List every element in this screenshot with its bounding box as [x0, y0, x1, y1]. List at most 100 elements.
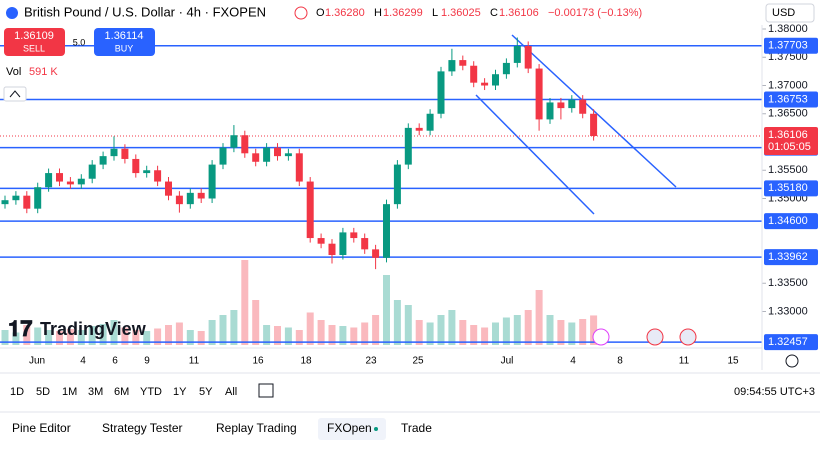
candle-body	[252, 153, 260, 162]
settings-icon[interactable]	[785, 354, 799, 368]
x-tick-label: 4	[570, 356, 576, 367]
volume-bar	[34, 327, 42, 345]
candle-body	[230, 135, 238, 148]
candle-body	[197, 192, 205, 199]
volume-bar	[121, 327, 129, 345]
volume-bar	[328, 325, 336, 345]
candle-body	[535, 68, 543, 120]
volume-bar	[143, 331, 151, 345]
level-label: 1.37703	[768, 40, 808, 52]
event-icon[interactable]	[592, 328, 610, 346]
range-button[interactable]: 6M	[114, 386, 129, 398]
candle-body	[121, 148, 129, 159]
candle-body	[263, 147, 271, 162]
level-tag	[764, 37, 818, 54]
volume-bar	[317, 320, 325, 345]
volume-bar	[437, 315, 445, 345]
candle-body	[132, 158, 140, 174]
candle-body	[328, 243, 336, 255]
ohlc-key: L	[432, 7, 438, 19]
candle-body	[393, 164, 401, 205]
range-button[interactable]: 1D	[10, 386, 24, 398]
calendar-icon[interactable]	[258, 383, 274, 398]
volume-bar	[339, 326, 347, 345]
x-tick-label: 23	[365, 356, 377, 367]
sell-label[interactable]: SELL	[23, 43, 45, 53]
range-button[interactable]: YTD	[140, 386, 162, 398]
y-tick-label: 1.33000	[768, 305, 808, 317]
sell-price[interactable]: 1.36109	[14, 30, 54, 42]
candle-body	[492, 74, 499, 86]
volume-bar	[470, 325, 478, 345]
candle-body	[88, 164, 96, 179]
currency[interactable]: USD	[772, 7, 795, 19]
active-tab	[318, 418, 386, 440]
y-tick-label: 1.33500	[768, 277, 808, 289]
volume-bar	[306, 312, 314, 345]
y-tick-label: 1.37500	[768, 51, 808, 63]
candle-body	[415, 127, 423, 131]
buy-label[interactable]: BUY	[115, 43, 134, 53]
volume-bar	[197, 331, 205, 345]
tab[interactable]: Strategy Tester	[102, 421, 182, 435]
volume-bar	[383, 275, 390, 345]
x-tick-label: 25	[412, 356, 424, 367]
watermark: TradingView	[40, 319, 147, 339]
candle-body	[459, 60, 467, 66]
collapse-button[interactable]	[3, 86, 27, 102]
candle-body	[404, 127, 412, 165]
ohlc-key: H	[374, 7, 382, 19]
volume-bar	[110, 320, 118, 345]
candle-body	[437, 71, 445, 114]
vol-value: 591 K	[29, 66, 58, 78]
range-button[interactable]: 1M	[62, 386, 77, 398]
symbol: British Pound / U.S. Dollar · 4h · FXOPE…	[24, 4, 266, 19]
tab[interactable]: Replay Trading	[216, 421, 297, 435]
volume-bar	[99, 324, 107, 345]
range-button[interactable]: 5D	[36, 386, 50, 398]
volume-bar	[557, 320, 565, 345]
plot: 1.380001.375001.370001.365001.355001.350…	[0, 23, 808, 345]
candle-body	[317, 238, 325, 244]
x-tick-label: Jul	[501, 356, 514, 367]
candle-body	[45, 173, 53, 188]
buy-price[interactable]: 1.36114	[105, 30, 144, 42]
event-icon[interactable]	[646, 328, 664, 346]
range-button[interactable]: 5Y	[199, 386, 213, 398]
volume-bar	[524, 310, 532, 345]
level-tag	[764, 91, 818, 108]
tab[interactable]: FXOpen	[327, 421, 372, 435]
collapse-icon	[9, 90, 21, 98]
ohlc-key: C	[490, 7, 498, 19]
range-button[interactable]: 1Y	[173, 386, 187, 398]
range-button[interactable]: 3M	[88, 386, 103, 398]
vol-label: Vol	[6, 66, 21, 78]
volume-bar	[546, 315, 554, 345]
buy-button[interactable]	[94, 28, 155, 56]
tab[interactable]: Pine Editor	[12, 421, 71, 435]
candle-body	[274, 147, 281, 157]
currency-button[interactable]	[765, 3, 815, 23]
volume-bar	[23, 325, 31, 345]
candle-body	[1, 200, 9, 205]
tab[interactable]: Trade	[401, 421, 432, 435]
volume-bar	[393, 300, 401, 345]
volume-bar	[241, 260, 249, 345]
sell-button[interactable]	[4, 28, 65, 56]
volume-bar	[590, 315, 598, 345]
candle-body	[241, 135, 249, 154]
candle-body	[350, 232, 358, 239]
volume-bar	[415, 320, 423, 345]
volume-bar	[219, 315, 227, 345]
candle-body	[56, 173, 63, 182]
volume-bar	[252, 300, 260, 345]
y-tick-label: 1.35500	[768, 164, 808, 176]
x-tick-label: 16	[252, 356, 264, 367]
range-button[interactable]: All	[225, 386, 237, 398]
candle-body	[426, 113, 434, 131]
level-tag	[764, 334, 818, 351]
event-icon[interactable]	[679, 328, 697, 346]
x-tick-label: 9	[144, 356, 150, 367]
level-label: 1.34600	[768, 215, 808, 227]
